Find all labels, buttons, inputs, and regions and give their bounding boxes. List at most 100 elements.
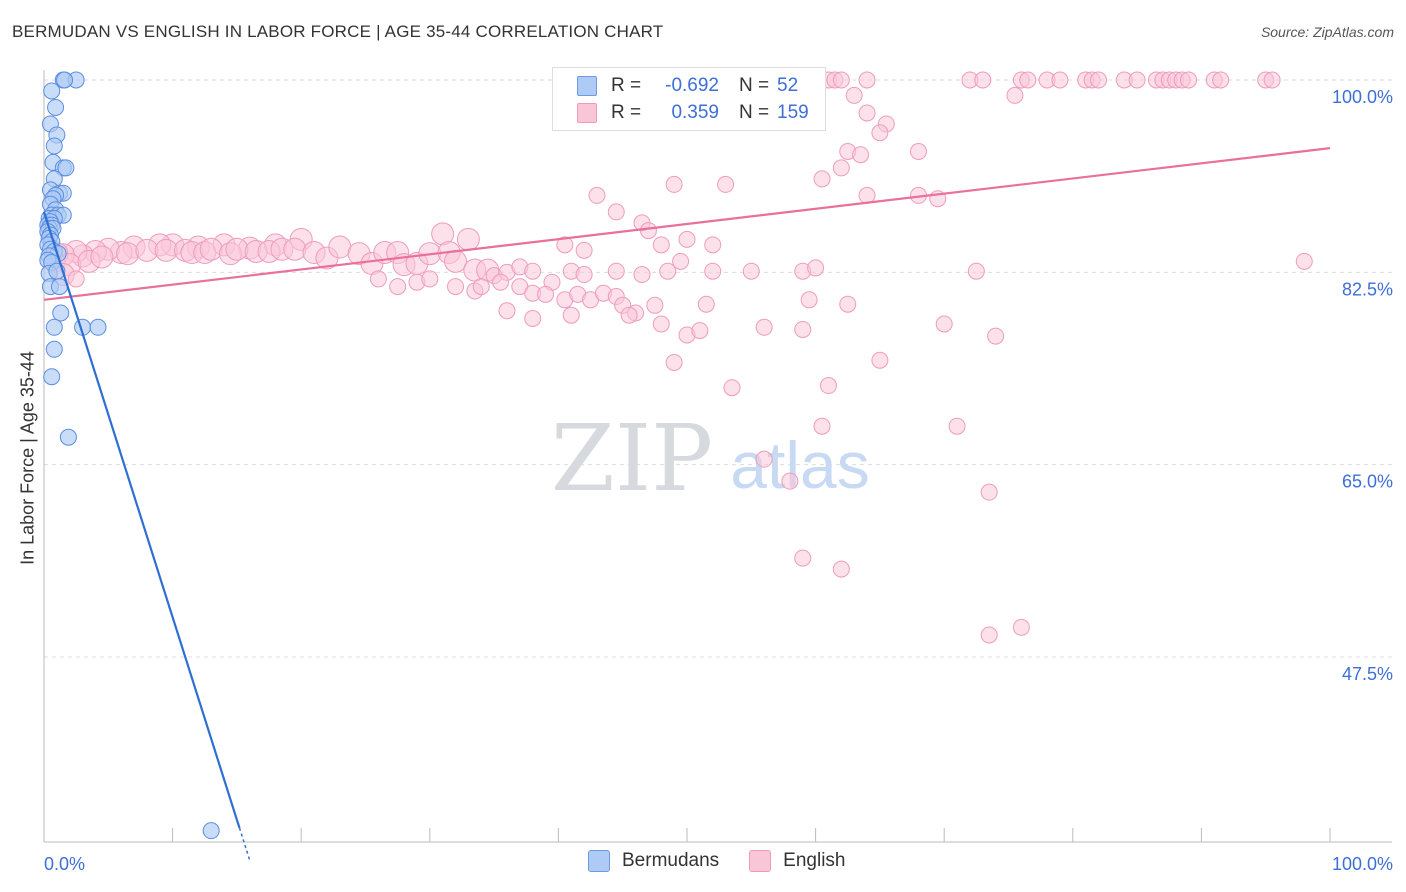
english-point <box>819 377 837 395</box>
english-point <box>1128 71 1146 89</box>
english-point <box>90 245 114 269</box>
english-point <box>492 273 510 291</box>
english-point <box>832 159 850 177</box>
bermudans-point <box>56 71 74 89</box>
english-point <box>447 278 465 296</box>
english-point <box>1012 618 1030 636</box>
y-tick-label: 100.0% <box>1332 87 1393 107</box>
english-point <box>697 295 715 313</box>
english-point <box>607 203 625 221</box>
bermudans-point <box>45 340 63 358</box>
english-point <box>704 236 722 254</box>
x-tick-label-max: 100.0% <box>1332 854 1393 874</box>
english-point <box>832 71 850 89</box>
english-point <box>607 262 625 280</box>
bermudans-point <box>45 318 63 336</box>
english-point <box>1263 71 1281 89</box>
trend-lines <box>42 147 1331 861</box>
legend-item-bermudans[interactable]: Bermudans <box>588 850 719 872</box>
english-point <box>524 262 542 280</box>
bermudans-point <box>59 428 77 446</box>
y-tick-label: 82.5% <box>1342 279 1393 299</box>
bermudans-point <box>45 137 63 155</box>
english-point <box>1051 71 1069 89</box>
legend-item-english[interactable]: English <box>749 850 846 872</box>
bermudans-point <box>202 822 220 840</box>
english-point <box>691 322 709 340</box>
english-point <box>723 379 741 397</box>
english-point <box>389 278 407 296</box>
english-point <box>742 262 760 280</box>
english-point <box>871 124 889 142</box>
english-point <box>665 353 683 371</box>
bermudans-points <box>39 71 220 840</box>
r-label: R = <box>611 75 642 96</box>
english-point <box>444 249 468 273</box>
english-point <box>845 86 863 104</box>
stats-row-english: R = 0.359 N = 159 <box>577 100 817 126</box>
english-point <box>456 227 480 251</box>
grid-lines <box>44 79 1392 658</box>
english-point <box>839 295 857 313</box>
english-point <box>575 241 593 259</box>
english-point <box>421 270 439 288</box>
english-point <box>980 626 998 644</box>
english-point <box>652 315 670 333</box>
english-point <box>800 291 818 309</box>
english-trend-line <box>43 147 1331 301</box>
stats-legend: R = -0.692 N = 52 R = 0.359 N = 159 <box>552 67 826 131</box>
english-point <box>948 417 966 435</box>
english-point <box>154 238 178 262</box>
english-point <box>665 175 683 193</box>
english-point <box>755 450 773 468</box>
bermudans-point <box>43 368 61 386</box>
english-point <box>807 259 825 277</box>
bermudans-n-value: 52 <box>777 75 799 96</box>
n-label: N = <box>739 102 770 123</box>
watermark: ZIP atlas <box>551 405 870 512</box>
english-point <box>639 222 657 240</box>
source-label: Source: ZipAtlas.com <box>1260 24 1394 40</box>
bermudans-point <box>52 304 70 322</box>
english-point <box>858 71 876 89</box>
series-legend: Bermudans English <box>588 850 876 872</box>
bermudans-point <box>43 82 61 100</box>
english-point <box>781 472 799 490</box>
english-point <box>199 237 223 261</box>
english-n-value: 159 <box>777 102 809 123</box>
english-swatch <box>577 103 597 123</box>
english-point <box>620 306 638 324</box>
y-tick-label: 65.0% <box>1342 472 1393 492</box>
english-point <box>67 270 85 288</box>
english-point <box>135 238 159 262</box>
english-point <box>1212 71 1230 89</box>
english-point <box>832 560 850 578</box>
bermudans-point <box>57 159 75 177</box>
english-point <box>328 235 352 259</box>
english-point <box>672 252 690 270</box>
legend-label-bermudans: Bermudans <box>622 850 720 871</box>
english-point <box>1295 252 1313 270</box>
english-point <box>935 315 953 333</box>
bermudans-r-value: -0.692 <box>665 75 719 96</box>
english-point <box>575 266 593 284</box>
english-point <box>794 320 812 338</box>
english-point <box>794 549 812 567</box>
english-point <box>588 186 606 204</box>
watermark-zip: ZIP <box>551 405 713 512</box>
tick-labels: 47.5% 65.0% 82.5% 100.0% 0.0% 100.0% <box>44 87 1393 874</box>
english-point <box>225 237 249 261</box>
english-point <box>283 237 307 261</box>
english-legend-swatch <box>749 850 772 872</box>
bermudans-point <box>47 98 65 116</box>
english-point <box>652 236 670 254</box>
english-point <box>659 262 677 280</box>
english-point <box>678 230 696 248</box>
english-point <box>871 351 889 369</box>
n-label: N = <box>739 75 770 96</box>
english-point <box>813 170 831 188</box>
legend-label-english: English <box>783 850 846 871</box>
r-label: R = <box>611 102 642 123</box>
english-point <box>537 285 555 303</box>
bermudans-swatch <box>577 76 597 96</box>
